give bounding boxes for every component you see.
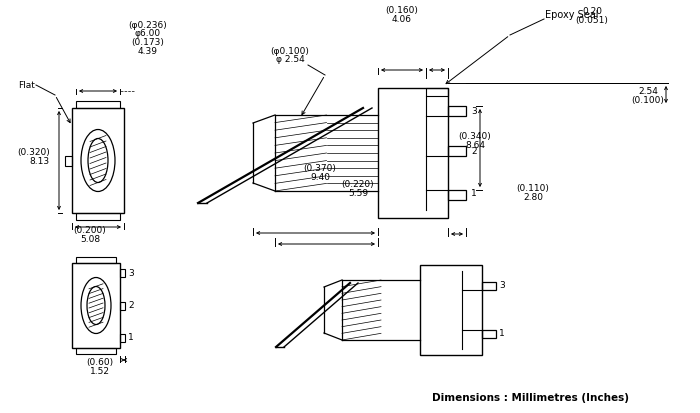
Bar	[378, 88, 448, 218]
Text: (0.340): (0.340)	[458, 131, 491, 140]
Text: 5.08: 5.08	[80, 235, 100, 244]
Text: φ6.00: φ6.00	[135, 29, 161, 38]
Text: (φ0.236): (φ0.236)	[129, 21, 167, 29]
Text: 8.13: 8.13	[30, 157, 50, 166]
Bar	[482, 282, 496, 290]
Text: (0.100): (0.100)	[631, 95, 664, 104]
Bar	[65, 156, 72, 166]
Text: 4.06: 4.06	[392, 14, 412, 24]
Bar	[76, 213, 120, 220]
Text: (0.160): (0.160)	[386, 5, 419, 14]
Text: (0.220): (0.220)	[342, 180, 374, 190]
Text: 8.64: 8.64	[465, 140, 485, 150]
Text: (0.051): (0.051)	[575, 16, 608, 24]
Text: 1.52: 1.52	[90, 368, 110, 377]
Bar	[448, 106, 466, 116]
Text: 5.59: 5.59	[348, 190, 368, 199]
Ellipse shape	[87, 287, 105, 325]
Text: Dimensions : Millimetres (Inches): Dimensions : Millimetres (Inches)	[431, 393, 629, 403]
Text: (φ0.100): (φ0.100)	[271, 47, 309, 55]
Text: (0.320): (0.320)	[18, 149, 50, 157]
Text: 3: 3	[499, 280, 505, 290]
Bar	[76, 257, 116, 263]
Text: 1: 1	[499, 330, 505, 339]
Text: 3: 3	[471, 107, 477, 116]
Bar	[448, 190, 466, 200]
Text: 2: 2	[128, 301, 134, 310]
Text: 1: 1	[471, 190, 477, 199]
Text: 2: 2	[471, 147, 477, 156]
Text: (0.60): (0.60)	[86, 358, 113, 368]
Text: φ 2.54: φ 2.54	[276, 55, 304, 64]
Text: 4.39: 4.39	[138, 47, 158, 57]
Text: (0.370): (0.370)	[304, 164, 337, 173]
Bar	[76, 101, 120, 108]
Bar	[120, 334, 125, 342]
Ellipse shape	[88, 138, 108, 183]
Text: 3: 3	[128, 268, 134, 278]
Bar	[482, 330, 496, 338]
Bar	[72, 108, 124, 213]
Text: 0.20: 0.20	[582, 7, 602, 16]
Text: 2.54: 2.54	[638, 86, 658, 95]
Text: 2.80: 2.80	[523, 192, 543, 202]
Bar	[420, 265, 482, 355]
Text: 1: 1	[128, 334, 134, 342]
Text: Flat: Flat	[18, 81, 35, 90]
Text: (0.173): (0.173)	[132, 38, 164, 47]
Bar	[72, 263, 120, 348]
Bar	[120, 301, 125, 309]
Bar	[120, 269, 125, 277]
Text: (0.200): (0.200)	[74, 225, 106, 235]
Bar	[448, 146, 466, 156]
Text: 9.40: 9.40	[310, 173, 330, 183]
Bar	[426, 88, 448, 96]
Text: Epoxy Seal: Epoxy Seal	[545, 10, 598, 20]
Text: (0.110): (0.110)	[517, 183, 550, 192]
Bar	[76, 348, 116, 354]
